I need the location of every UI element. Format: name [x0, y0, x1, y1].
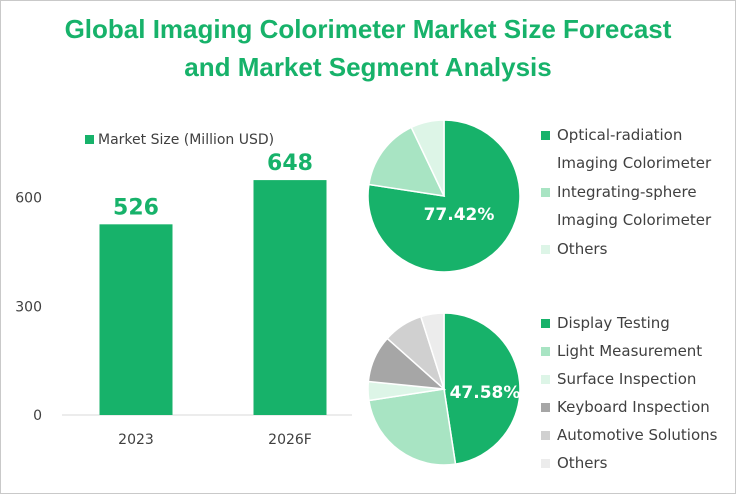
- pie-technology-legend-marker: [541, 131, 550, 140]
- bar-2026F: [253, 180, 327, 415]
- bar-value-label: 648: [267, 151, 313, 176]
- pie-application-slice: [419, 312, 445, 390]
- chart-title-line-1: Global Imaging Colorimeter Market Size F…: [64, 14, 672, 44]
- pie-technology-legend-label: Others: [557, 240, 608, 258]
- pie-application-legend-marker: [541, 375, 550, 384]
- pie-application-legend-label: Automotive Solutions: [557, 426, 718, 444]
- pie-technology-legend-marker: [541, 188, 550, 197]
- y-tick-label: 300: [15, 299, 42, 315]
- chart-title: Global Imaging Colorimeter Market Size F…: [0, 10, 736, 86]
- bar-2023: [99, 224, 173, 415]
- pie-application-legend-marker: [541, 347, 550, 356]
- pie-application-legend-label: Display Testing: [557, 314, 670, 332]
- bar-value-label: 526: [113, 195, 159, 220]
- pie-application-legend-marker: [541, 319, 550, 328]
- legend-marker: [85, 135, 94, 144]
- y-tick-label: 0: [33, 408, 42, 424]
- pie-technology-data-label: 77.42%: [424, 205, 495, 225]
- pie-application-legend-label: Keyboard Inspection: [557, 398, 710, 416]
- chart-title-line-2: and Market Segment Analysis: [184, 52, 552, 82]
- pie-technology-legend-marker: [541, 245, 550, 254]
- y-tick-label: 600: [15, 191, 42, 207]
- pie-application-legend-marker: [541, 403, 550, 412]
- pie-technology-slice: [368, 126, 446, 197]
- pie-application-legend-label: Light Measurement: [557, 342, 702, 360]
- pie-technology-legend-label: Optical-radiation: [557, 126, 682, 144]
- pie-application-legend-label: Surface Inspection: [557, 370, 696, 388]
- pie-application-slice: [443, 312, 521, 465]
- pie-technology-legend-label: Imaging Colorimeter: [557, 211, 712, 229]
- pie-application-data-label: 47.58%: [450, 383, 521, 403]
- pie-technology-slice: [410, 119, 445, 197]
- x-tick-label: 2026F: [268, 432, 312, 448]
- pie-application-slice: [368, 388, 457, 466]
- pie-technology-legend-label: Integrating-sphere: [557, 183, 697, 201]
- legend-label: Market Size (Million USD): [98, 132, 274, 148]
- pie-application-legend-marker: [541, 431, 550, 440]
- x-tick-label: 2023: [118, 432, 154, 448]
- pie-application-legend-label: Others: [557, 454, 608, 472]
- pie-application-legend-marker: [541, 459, 550, 468]
- pie-technology-legend-label: Imaging Colorimeter: [557, 154, 712, 172]
